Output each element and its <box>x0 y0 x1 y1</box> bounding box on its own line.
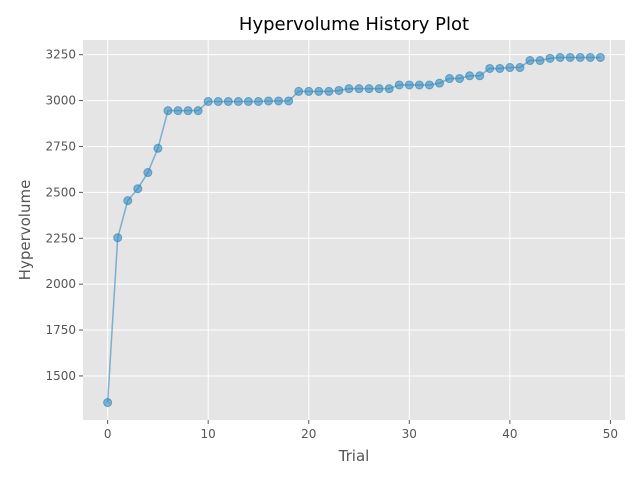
data-point <box>465 71 475 81</box>
data-point <box>565 52 575 62</box>
data-point <box>555 52 565 62</box>
data-point <box>264 96 274 106</box>
series-layer <box>103 52 605 408</box>
data-point <box>414 80 424 90</box>
data-point <box>113 233 123 243</box>
data-point <box>595 52 605 62</box>
grid <box>83 40 625 420</box>
data-point <box>455 74 465 84</box>
data-point <box>143 168 153 178</box>
data-point <box>334 85 344 95</box>
y-tick-label: 2750 <box>45 139 76 153</box>
x-tick-label: 20 <box>301 427 316 441</box>
data-point <box>133 184 143 194</box>
y-tick-label: 2250 <box>45 231 76 245</box>
data-point <box>575 52 585 62</box>
data-point <box>294 86 304 96</box>
x-tick-label: 10 <box>201 427 216 441</box>
data-point <box>384 84 394 94</box>
x-tick-label: 30 <box>402 427 417 441</box>
data-point <box>163 106 173 116</box>
data-point <box>585 52 595 62</box>
y-tick-label: 1750 <box>45 323 76 337</box>
data-point <box>404 80 414 90</box>
tick-layer: 0 10 20 30 40 50 1500 1750 2000 2250 2500 2750 3000 3… <box>45 48 618 441</box>
data-point <box>394 80 404 90</box>
data-point <box>485 63 495 73</box>
data-point <box>545 53 555 63</box>
data-point <box>364 84 374 94</box>
data-point <box>203 96 213 106</box>
data-point <box>284 96 294 106</box>
y-tick-label: 3250 <box>45 48 76 62</box>
data-point <box>274 96 284 106</box>
data-point <box>525 56 535 66</box>
data-point <box>424 80 434 90</box>
data-point <box>183 106 193 116</box>
data-point <box>233 96 243 106</box>
data-point <box>324 86 334 96</box>
data-point <box>374 84 384 94</box>
x-axis-label: Trial <box>338 447 370 465</box>
y-tick-label: 3000 <box>45 94 76 108</box>
data-point <box>253 96 263 106</box>
data-point <box>495 63 505 73</box>
plot-area <box>83 40 625 420</box>
data-point <box>354 84 364 94</box>
y-tick-label: 2000 <box>45 277 76 291</box>
data-point <box>515 63 525 73</box>
chart-title: Hypervolume History Plot <box>239 14 469 35</box>
data-point <box>213 96 223 106</box>
data-point <box>103 398 113 408</box>
y-tick-label: 1500 <box>45 369 76 383</box>
data-point <box>223 96 233 106</box>
y-axis-label: Hypervolume <box>16 180 34 281</box>
data-point <box>304 86 314 96</box>
data-point <box>445 74 455 84</box>
data-point <box>475 71 485 81</box>
x-tick-label: 50 <box>603 427 618 441</box>
data-point <box>153 143 163 153</box>
data-point <box>123 196 133 206</box>
data-point <box>173 106 183 116</box>
data-point <box>535 56 545 66</box>
data-point <box>505 63 515 73</box>
data-point <box>434 78 444 88</box>
y-tick-label: 2500 <box>45 185 76 199</box>
data-point <box>193 106 203 116</box>
x-tick-label: 40 <box>502 427 517 441</box>
x-tick-label: 0 <box>104 427 112 441</box>
data-point <box>344 84 354 94</box>
data-point <box>243 96 253 106</box>
data-point <box>314 86 324 96</box>
